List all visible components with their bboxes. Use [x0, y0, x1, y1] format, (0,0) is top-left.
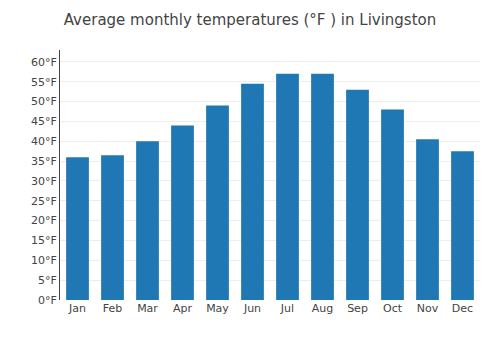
svg-text:0°F: 0°F [38, 294, 57, 307]
svg-text:10°F: 10°F [31, 254, 57, 267]
svg-text:15°F: 15°F [31, 234, 57, 247]
svg-text:Jul: Jul [280, 302, 294, 315]
svg-text:Sep: Sep [347, 302, 368, 315]
svg-text:50°F: 50°F [31, 95, 57, 108]
svg-text:Apr: Apr [173, 302, 193, 315]
svg-text:45°F: 45°F [31, 115, 57, 128]
svg-text:40°F: 40°F [31, 135, 57, 148]
svg-text:Oct: Oct [383, 302, 403, 315]
svg-text:Aug: Aug [312, 302, 333, 315]
svg-text:Dec: Dec [452, 302, 473, 315]
svg-text:May: May [206, 302, 229, 315]
svg-text:Average monthly temperatures (: Average monthly temperatures (°F ) in Li… [64, 11, 437, 29]
svg-text:20°F: 20°F [31, 214, 57, 227]
svg-text:5°F: 5°F [38, 274, 57, 287]
svg-text:Nov: Nov [417, 302, 439, 315]
svg-text:Jun: Jun [243, 302, 261, 315]
svg-text:Feb: Feb [103, 302, 122, 315]
svg-text:30°F: 30°F [31, 175, 57, 188]
svg-text:Mar: Mar [137, 302, 158, 315]
svg-text:35°F: 35°F [31, 155, 57, 168]
svg-text:55°F: 55°F [31, 76, 57, 89]
svg-text:Jan: Jan [68, 302, 86, 315]
svg-text:60°F: 60°F [31, 56, 57, 69]
svg-text:25°F: 25°F [31, 195, 57, 208]
